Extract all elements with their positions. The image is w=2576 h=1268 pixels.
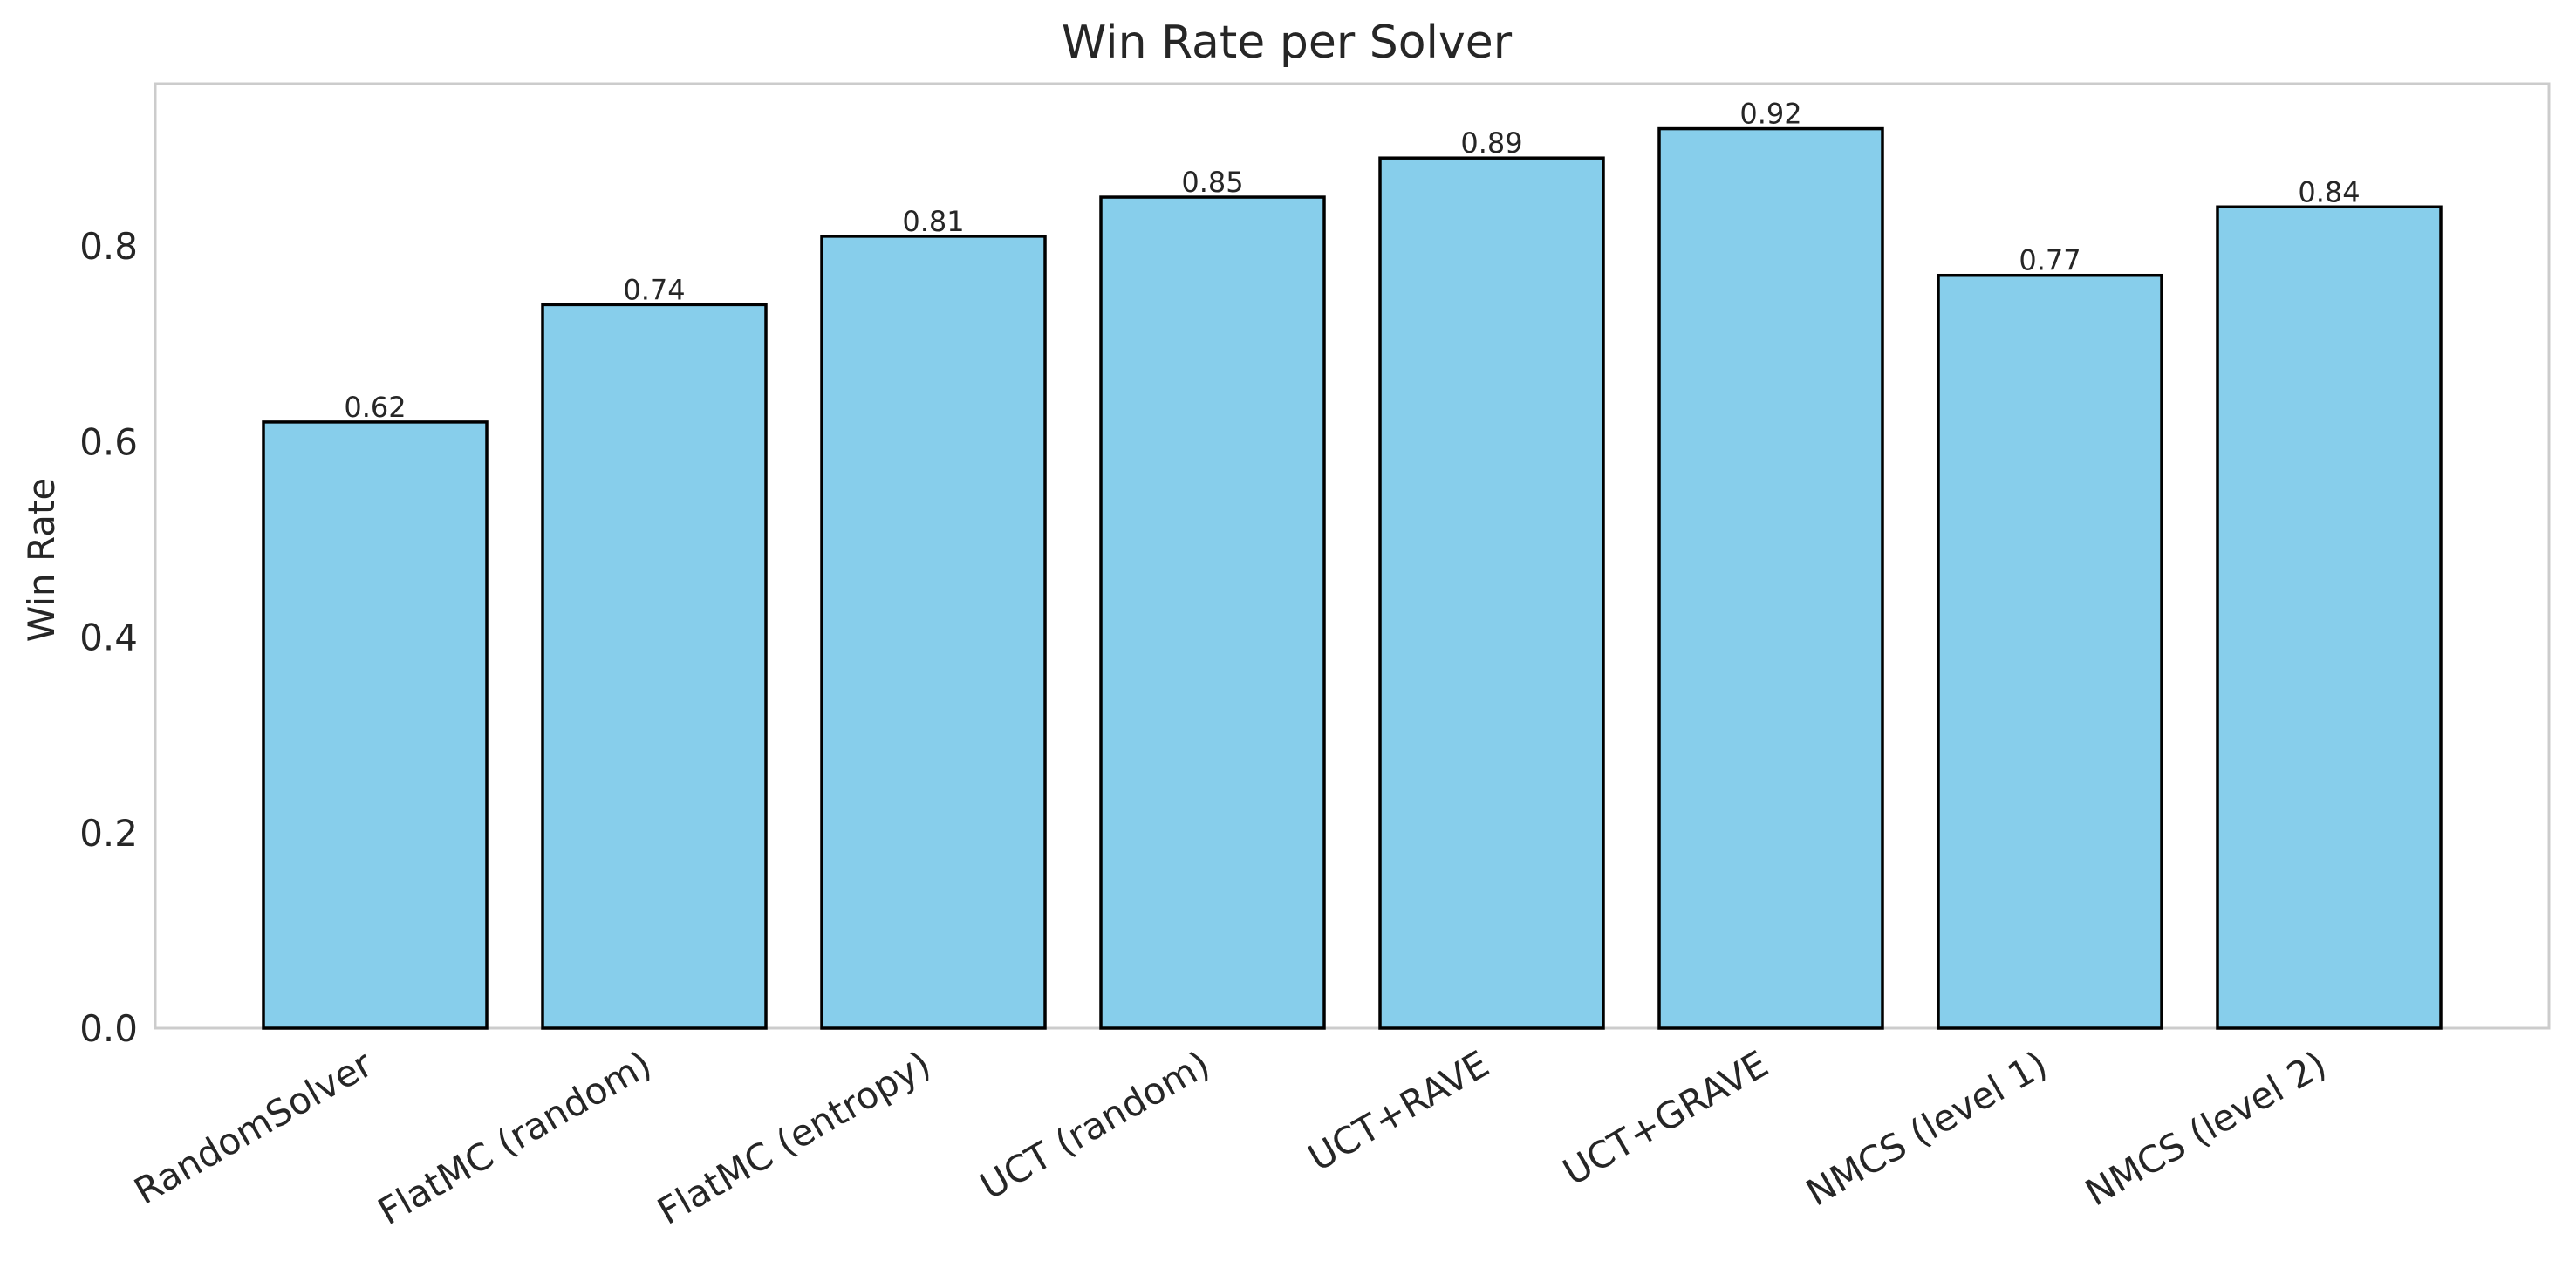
plot-frame [154,82,2551,1030]
chart-title: Win Rate per Solver [1062,17,1513,69]
y-axis-label: Win Rate [20,478,63,643]
bar-value-label: 0.74 [623,273,685,306]
bar [2216,205,2443,1030]
y-tick-label: 0.2 [79,812,138,855]
bar [262,420,489,1030]
bar [1378,156,1605,1030]
bar [541,303,768,1030]
bar [1937,273,2163,1030]
bar-value-label: 0.77 [2019,244,2081,277]
y-tick-label: 0.0 [79,1007,138,1050]
bar-value-label: 0.84 [2298,175,2360,208]
y-tick-label: 0.8 [79,225,138,268]
y-tick-label: 0.6 [79,420,138,463]
y-tick-label: 0.4 [79,617,138,659]
bar [1099,195,1326,1030]
bar-value-label: 0.62 [344,391,406,424]
bar-value-label: 0.81 [902,205,964,238]
bar [1657,126,1884,1030]
bar-value-label: 0.89 [1460,126,1522,160]
bar-value-label: 0.92 [1739,98,1801,131]
bar [820,235,1047,1030]
bar-value-label: 0.85 [1181,166,1243,199]
